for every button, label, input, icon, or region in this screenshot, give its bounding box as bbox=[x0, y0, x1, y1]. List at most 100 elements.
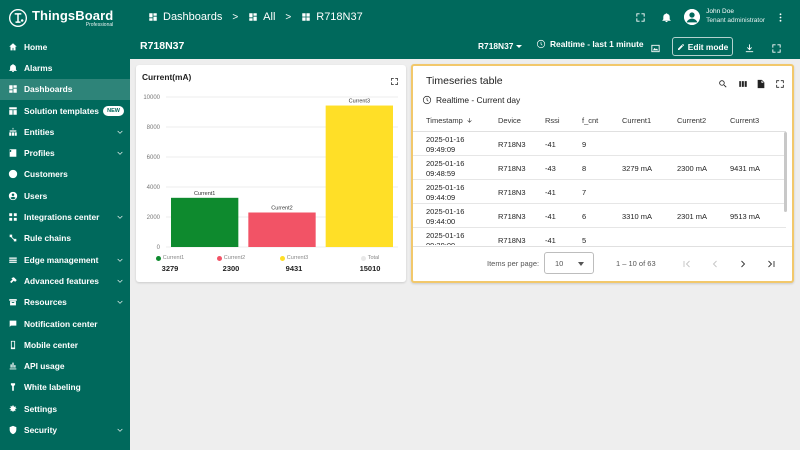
sidebar-item-label: Mobile center bbox=[24, 339, 78, 350]
sidebar-item-customers[interactable]: Customers bbox=[0, 164, 130, 185]
legend-swatch bbox=[360, 255, 366, 261]
column-header-device[interactable]: Device bbox=[498, 116, 521, 125]
more-vert-icon[interactable] bbox=[775, 12, 786, 23]
edit-mode-button[interactable]: Edit mode bbox=[672, 37, 733, 56]
timewindow-button[interactable]: Realtime - last 1 minute bbox=[536, 39, 644, 49]
column-header-rssi[interactable]: Rssi bbox=[545, 116, 560, 125]
sidebar-item-home[interactable]: Home bbox=[0, 36, 130, 57]
sidebar-item-label: Resources bbox=[24, 297, 67, 308]
legend-value: 15010 bbox=[359, 264, 381, 273]
legend-item[interactable]: Current1 3279 bbox=[140, 255, 200, 273]
y-tick-label: 10000 bbox=[143, 95, 160, 101]
notifications-icon[interactable] bbox=[661, 12, 672, 23]
rule-chains-icon bbox=[8, 233, 18, 243]
items-per-page-select[interactable]: 10 bbox=[544, 252, 594, 274]
sidebar-item-users[interactable]: Users bbox=[0, 185, 130, 206]
legend-item[interactable]: Current3 9431 bbox=[264, 255, 324, 273]
sidebar-item-notification-center[interactable]: Notification center bbox=[0, 313, 130, 334]
sidebar-item-integrations-center[interactable]: Integrations center bbox=[0, 206, 130, 227]
sidebar-item-security[interactable]: Security bbox=[0, 419, 130, 440]
fullscreen-icon[interactable] bbox=[775, 76, 785, 94]
search-icon[interactable] bbox=[718, 76, 728, 94]
column-header-current3[interactable]: Current3 bbox=[730, 116, 759, 125]
chevron-down-icon[interactable] bbox=[116, 298, 124, 306]
next-page-icon[interactable] bbox=[737, 257, 749, 269]
sidebar-item-settings[interactable]: Settings bbox=[0, 398, 130, 419]
chevron-down-icon[interactable] bbox=[116, 149, 124, 157]
table-row[interactable]: 2025-01-16 09:48:59 R718N3 -43 8 3279 mA 2300 … bbox=[413, 156, 786, 180]
column-header-f-cnt[interactable]: f_cnt bbox=[582, 116, 598, 125]
previous-page-icon[interactable] bbox=[709, 257, 721, 269]
edge-icon bbox=[8, 255, 18, 265]
logo[interactable]: ThingsBoard Professional bbox=[0, 0, 130, 36]
table-row[interactable]: 2025-01-16 09:44:09 R718N3 -41 7 bbox=[413, 180, 786, 204]
y-tick-label: 0 bbox=[157, 245, 161, 251]
column-header-current2[interactable]: Current2 bbox=[677, 116, 706, 125]
sidebar-item-label: Integrations center bbox=[24, 212, 100, 223]
sidebar-item-edge-management[interactable]: Edge management bbox=[0, 249, 130, 270]
legend-item[interactable]: Current2 2300 bbox=[201, 255, 261, 273]
chevron-down-icon[interactable] bbox=[116, 426, 124, 434]
chevron-down-icon[interactable] bbox=[116, 256, 124, 264]
cell-rssi: -41 bbox=[545, 236, 556, 245]
fullscreen-icon[interactable] bbox=[771, 41, 782, 53]
cell-rssi: -41 bbox=[545, 188, 556, 197]
table-timewindow[interactable]: Realtime - Current day bbox=[422, 95, 520, 105]
cell-c3: 9431 mA bbox=[730, 164, 761, 173]
sidebar-item-api-usage[interactable]: API usage bbox=[0, 355, 130, 376]
sidebar-item-rule-chains[interactable]: Rule chains bbox=[0, 228, 130, 249]
cell-timestamp: 2025-01-16 09:48:59 bbox=[426, 159, 464, 179]
download-icon[interactable] bbox=[744, 41, 755, 53]
cell-f-cnt: 6 bbox=[582, 212, 587, 221]
chevron-down-icon[interactable] bbox=[116, 277, 124, 285]
sidebar-item-label: Advanced features bbox=[24, 275, 99, 286]
sidebar-item-dashboards[interactable]: Dashboards bbox=[0, 78, 130, 100]
cell-timestamp: 2025-01-16 09:44:00 bbox=[426, 207, 464, 227]
image-export-icon[interactable] bbox=[650, 41, 661, 53]
advanced-icon bbox=[8, 276, 18, 286]
avatar[interactable] bbox=[684, 9, 701, 25]
user-info[interactable]: John Doe Tenant administrator bbox=[706, 8, 765, 26]
breadcrumb-dashboards[interactable]: Dashboards bbox=[163, 11, 223, 23]
cell-c2: 2300 mA bbox=[677, 164, 708, 173]
columns-icon[interactable] bbox=[738, 76, 748, 94]
bar-label: Current1 bbox=[194, 191, 215, 197]
sidebar-item-advanced-features[interactable]: Advanced features bbox=[0, 270, 130, 291]
last-page-icon[interactable] bbox=[765, 257, 777, 269]
dropdown-caret-icon bbox=[578, 262, 584, 266]
cell-f-cnt: 9 bbox=[582, 140, 587, 149]
chevron-down-icon[interactable] bbox=[116, 128, 124, 136]
sidebar-item-entities[interactable]: Entities bbox=[0, 121, 130, 142]
state-select[interactable]: R718N37 bbox=[478, 41, 523, 51]
sidebar-item-mobile-center[interactable]: Mobile center bbox=[0, 334, 130, 355]
cell-date: 2025-01-16 bbox=[426, 135, 465, 144]
sidebar-item-alarms[interactable]: Alarms bbox=[0, 57, 130, 78]
breadcrumb-all[interactable]: All bbox=[263, 11, 276, 23]
cell-c1: 3310 mA bbox=[622, 212, 653, 221]
white-label-icon bbox=[8, 382, 18, 392]
brand-edition: Professional bbox=[85, 21, 114, 28]
column-header-current1[interactable]: Current1 bbox=[622, 116, 651, 125]
legend-item[interactable]: Total 15010 bbox=[340, 255, 400, 273]
sidebar-item-profiles[interactable]: Profiles bbox=[0, 142, 130, 163]
table-row[interactable]: 2025-01-16 09:49:09 R718N3 -41 9 bbox=[413, 132, 786, 156]
sidebar-item-solution-templates[interactable]: Solution templates NEW bbox=[0, 100, 130, 121]
fullscreen-icon[interactable] bbox=[390, 73, 399, 85]
sidebar-nav: Home Alarms Dashboards Solution templates NE… bbox=[0, 36, 130, 441]
column-header-timestamp[interactable]: Timestamp bbox=[426, 116, 473, 125]
column-header-label: Current2 bbox=[677, 116, 707, 125]
table-scrollbar[interactable] bbox=[784, 132, 787, 212]
export-file-icon[interactable] bbox=[756, 76, 766, 94]
sidebar-item-label: Solution templates bbox=[24, 105, 99, 116]
first-page-icon[interactable] bbox=[681, 257, 693, 269]
column-header-label: Rssi bbox=[545, 116, 560, 125]
widget-title: Current(mA) bbox=[142, 72, 192, 82]
timeseries-table-widget: Timeseries table Realtime - Current day … bbox=[411, 64, 794, 283]
thingsboard-logo-icon bbox=[9, 9, 27, 27]
fullscreen-icon[interactable] bbox=[635, 12, 646, 23]
sidebar-item-white-labeling[interactable]: White labeling bbox=[0, 377, 130, 398]
table-row[interactable]: 2025-01-16 09:44:00 R718N3 -41 6 3310 mA 2301 … bbox=[413, 204, 786, 228]
sidebar-item-resources[interactable]: Resources bbox=[0, 292, 130, 313]
chevron-down-icon[interactable] bbox=[116, 213, 124, 221]
